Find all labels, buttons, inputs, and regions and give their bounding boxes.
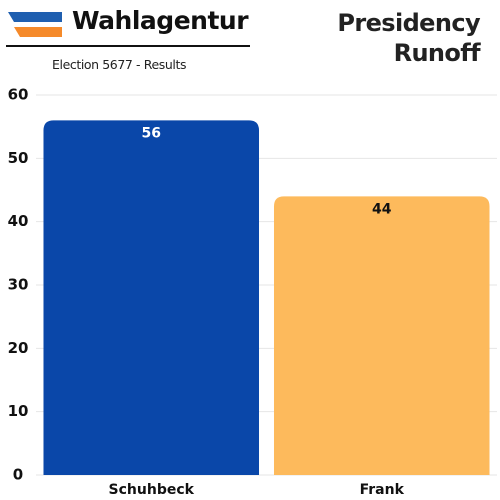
subtitle: Election 5677 - Results: [52, 57, 187, 72]
bar: [273, 196, 490, 476]
y-tick-label: 20: [8, 339, 29, 357]
x-tick-label: Schuhbeck: [109, 482, 195, 498]
bar: [43, 120, 260, 475]
value-label: 56: [142, 125, 161, 141]
brand: Wahlagentur: [72, 6, 249, 35]
logo-stripe: [14, 27, 62, 37]
y-tick-label: 60: [8, 86, 29, 104]
value-label: 44: [372, 201, 392, 217]
logo-stripe: [8, 12, 62, 22]
y-tick-label: 10: [8, 402, 29, 420]
x-tick-label: Frank: [360, 482, 405, 498]
y-tick-label: 0: [13, 466, 23, 484]
y-tick-label: 30: [8, 276, 29, 294]
y-tick-label: 40: [8, 212, 29, 230]
y-tick-label: 50: [8, 149, 29, 167]
chart-title: Presidency Runoff: [337, 9, 480, 67]
